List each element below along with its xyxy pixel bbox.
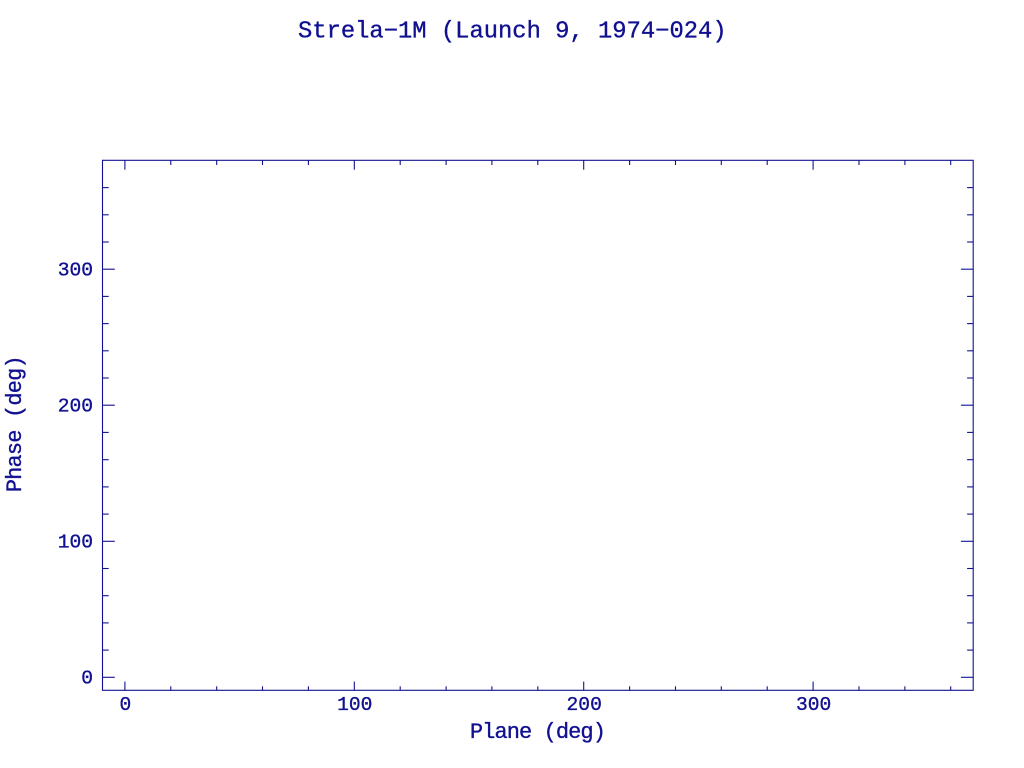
svg-text:200: 200	[58, 395, 93, 417]
svg-text:Phase (deg): Phase (deg)	[3, 355, 28, 492]
svg-text:200: 200	[567, 694, 602, 716]
svg-text:300: 300	[796, 694, 831, 716]
svg-text:300: 300	[58, 259, 93, 281]
svg-text:100: 100	[337, 694, 372, 716]
svg-text:0: 0	[120, 694, 132, 716]
svg-text:Plane (deg): Plane (deg)	[470, 720, 606, 745]
svg-text:100: 100	[58, 532, 93, 554]
svg-text:Strela−1M (Launch 9, 1974−024): Strela−1M (Launch 9, 1974−024)	[298, 18, 727, 45]
svg-text:0: 0	[81, 668, 93, 690]
